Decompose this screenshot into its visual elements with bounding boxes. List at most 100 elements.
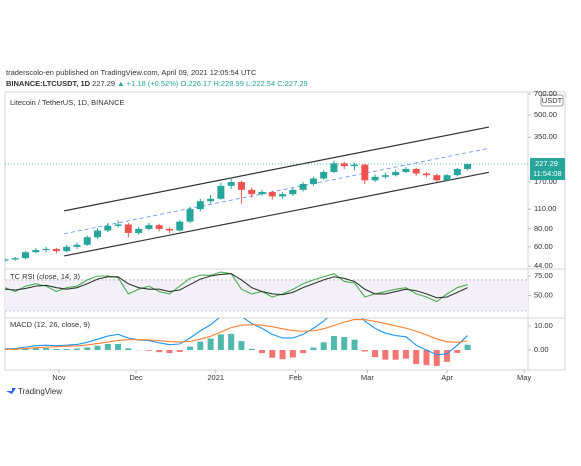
candle-body <box>320 171 328 179</box>
candle-body <box>381 175 389 177</box>
histogram-bar <box>84 347 91 351</box>
y-tick-label: 110.00 <box>534 204 556 213</box>
candle-body <box>63 246 71 252</box>
histogram-bar <box>43 348 50 351</box>
candle-body <box>155 225 163 229</box>
histogram-bar <box>300 350 307 354</box>
x-tick-label: May <box>517 373 531 382</box>
last-price-label: 227.29 <box>535 159 558 168</box>
histogram-bar <box>207 338 214 351</box>
y-tick-label: 80.00 <box>534 224 553 233</box>
candle-body <box>42 248 50 251</box>
histogram-bar <box>423 350 430 366</box>
candle-body <box>371 176 379 181</box>
histogram-bar <box>217 334 224 351</box>
histogram-bar <box>53 349 60 351</box>
histogram-bar <box>238 341 245 351</box>
candle-body <box>248 189 256 195</box>
rsi-title: TC RSI (close, 14, 3) <box>10 272 81 281</box>
brand: TradingView <box>18 387 62 396</box>
candle-body <box>299 183 307 190</box>
symbol: BINANCE:LTCUSDT, 1D <box>6 79 91 88</box>
histogram-bar <box>269 350 276 358</box>
candle-body <box>186 209 194 222</box>
x-tick-label: 2021 <box>207 373 224 382</box>
countdown: 11:54:08 <box>533 169 562 178</box>
candle-body <box>392 171 400 176</box>
histogram-bar <box>73 348 80 351</box>
y-tick-label: 0.00 <box>534 345 549 354</box>
candle-body <box>104 225 112 231</box>
trend-line <box>63 171 490 257</box>
candle-body <box>5 259 9 261</box>
currency: USDT <box>542 96 563 105</box>
histogram-bar <box>94 345 101 351</box>
histogram-bar <box>330 336 337 351</box>
publisher: traderscolo-en published on TradingView.… <box>6 68 257 77</box>
histogram-bar <box>361 350 368 352</box>
histogram-bar <box>187 346 194 351</box>
price: 227.29 <box>92 79 115 88</box>
candle-body <box>433 175 441 181</box>
histogram-bar <box>104 344 111 351</box>
histogram-bar <box>341 337 348 351</box>
y-tick-label: 500.00 <box>534 110 557 119</box>
y-tick-label: 170.00 <box>534 177 557 186</box>
candle-body <box>340 163 348 167</box>
indicator-line <box>5 273 468 299</box>
histogram-bar <box>156 350 163 353</box>
candle-body <box>73 244 81 247</box>
histogram-bar <box>32 347 39 351</box>
histogram-bar <box>228 333 235 351</box>
histogram-bar <box>63 349 70 351</box>
candle-body <box>165 228 173 231</box>
histogram-bar <box>115 344 122 351</box>
x-tick-label: Feb <box>289 373 302 382</box>
candle-body <box>52 248 60 252</box>
rsi-band-fill <box>5 279 528 311</box>
histogram-bar <box>433 350 440 366</box>
candle-body <box>32 250 40 253</box>
price-pane <box>5 126 528 263</box>
x-tick-label: Dec <box>129 373 143 382</box>
indicator-line <box>5 318 468 356</box>
macd-pane <box>5 318 471 366</box>
histogram-bar <box>166 350 173 354</box>
y-tick-label: 44.00 <box>534 261 553 270</box>
candle-body <box>94 230 102 238</box>
histogram-bar <box>320 342 327 351</box>
y-tick-label: 75.00 <box>534 271 553 280</box>
histogram-bar <box>176 350 183 352</box>
candle-body <box>289 189 297 195</box>
histogram-bar <box>289 350 296 358</box>
candle-body <box>11 258 19 260</box>
y-tick-label: 10.00 <box>534 321 553 330</box>
histogram-bar <box>125 348 132 351</box>
candle-body <box>422 173 430 176</box>
candle-body <box>124 224 132 233</box>
histogram-bar <box>197 341 204 351</box>
candle-body <box>330 163 338 172</box>
candle-body <box>114 224 122 226</box>
candle-body <box>453 168 461 176</box>
candle-body <box>237 182 245 190</box>
candle-body <box>217 185 225 199</box>
x-tick-label: Mar <box>361 373 374 382</box>
histogram-bar <box>372 350 379 357</box>
candle-body <box>443 175 451 181</box>
candle-body <box>412 168 420 174</box>
change: ▲ +1.18 (+0.52%) <box>117 79 179 88</box>
candle-body <box>135 228 143 233</box>
candle-body <box>361 164 369 181</box>
histogram-bar <box>392 350 399 360</box>
candle-body <box>207 198 215 202</box>
candle-body <box>402 168 410 172</box>
candle-body <box>83 237 91 245</box>
chart-title: Litecoin / TetherUS, 1D, BINANCE <box>10 98 125 107</box>
histogram-bar <box>248 348 255 351</box>
indicator-line <box>5 271 468 303</box>
histogram-bar <box>444 350 451 362</box>
x-tick-label: Apr <box>441 373 453 382</box>
macd-title: MACD (12, 26, close, 9) <box>10 320 91 329</box>
candle-body <box>196 201 204 210</box>
